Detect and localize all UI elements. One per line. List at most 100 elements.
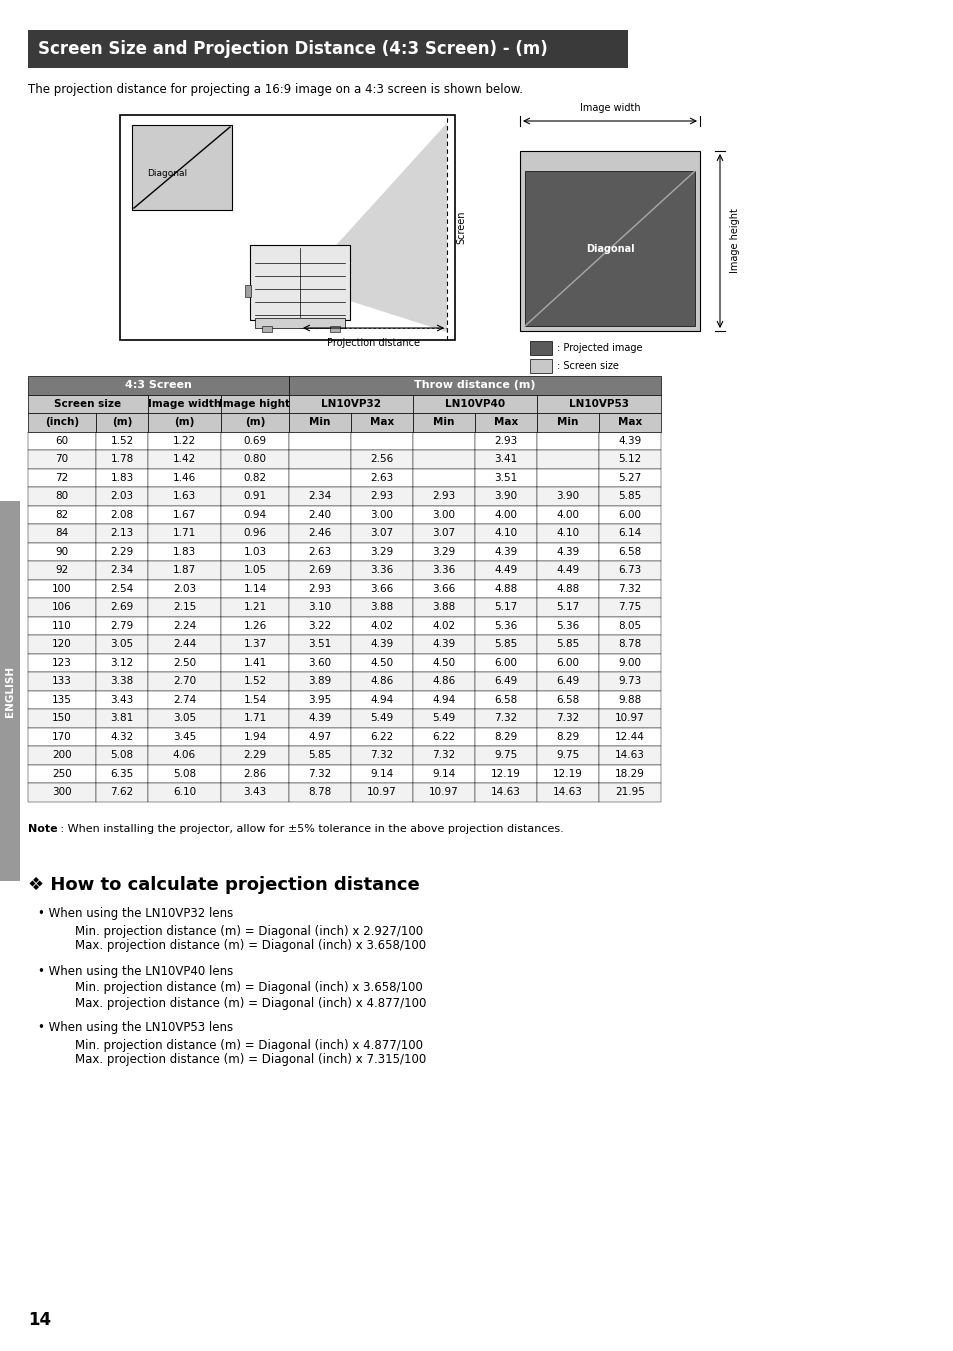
Text: 1.22: 1.22 — [172, 436, 196, 446]
Text: ❖ How to calculate projection distance: ❖ How to calculate projection distance — [28, 875, 419, 893]
Bar — [351, 671, 413, 690]
Bar — [598, 746, 660, 765]
Bar — [537, 413, 598, 431]
Bar — [28, 654, 96, 671]
Bar — [120, 115, 455, 340]
Bar — [598, 784, 660, 801]
Text: 4.39: 4.39 — [556, 547, 579, 557]
Text: 133: 133 — [52, 677, 71, 686]
Text: 120: 120 — [52, 639, 71, 650]
Bar — [537, 394, 660, 413]
Text: 21.95: 21.95 — [615, 788, 644, 797]
Text: 4.02: 4.02 — [370, 620, 394, 631]
Bar — [598, 709, 660, 727]
Text: • When using the LN10VP40 lens: • When using the LN10VP40 lens — [38, 965, 233, 978]
Bar — [289, 376, 660, 394]
Bar — [289, 671, 351, 690]
Text: 1.94: 1.94 — [243, 732, 266, 742]
Text: Image height: Image height — [729, 208, 740, 273]
Text: : When installing the projector, allow for ±5% tolerance in the above projection: : When installing the projector, allow f… — [57, 824, 563, 834]
Text: 14: 14 — [28, 1310, 51, 1329]
Text: 7.62: 7.62 — [111, 788, 133, 797]
Bar — [96, 469, 148, 486]
Text: 14.63: 14.63 — [553, 788, 582, 797]
Text: 8.29: 8.29 — [494, 732, 517, 742]
Text: 6.73: 6.73 — [618, 565, 641, 576]
Text: Max: Max — [370, 417, 394, 427]
Text: 3.88: 3.88 — [432, 603, 456, 612]
Text: 2.74: 2.74 — [172, 694, 196, 705]
Text: 3.66: 3.66 — [432, 584, 456, 593]
Text: 4.02: 4.02 — [432, 620, 456, 631]
Bar — [221, 431, 289, 450]
Text: 1.71: 1.71 — [243, 713, 266, 723]
Bar — [413, 727, 475, 746]
Text: 2.08: 2.08 — [111, 509, 133, 520]
Text: 14.63: 14.63 — [491, 788, 520, 797]
Bar — [351, 654, 413, 671]
Text: 6.49: 6.49 — [494, 677, 517, 686]
Bar — [530, 340, 552, 355]
Text: 1.05: 1.05 — [243, 565, 266, 576]
Text: Screen Size and Projection Distance (4:3 Screen) - (m): Screen Size and Projection Distance (4:3… — [38, 41, 547, 58]
Text: 1.87: 1.87 — [172, 565, 196, 576]
Text: 2.93: 2.93 — [370, 492, 394, 501]
Bar — [148, 690, 221, 709]
Text: 2.69: 2.69 — [111, 603, 133, 612]
Bar — [537, 524, 598, 543]
Bar — [28, 524, 96, 543]
Text: 1.54: 1.54 — [243, 694, 266, 705]
Text: 1.52: 1.52 — [243, 677, 266, 686]
Bar — [221, 561, 289, 580]
Bar — [537, 690, 598, 709]
Bar — [96, 486, 148, 505]
Bar — [221, 784, 289, 801]
Text: 3.29: 3.29 — [370, 547, 394, 557]
Bar — [475, 671, 537, 690]
Text: Diagonal: Diagonal — [585, 243, 634, 254]
Bar — [148, 598, 221, 616]
Bar — [262, 326, 272, 332]
Text: 5.49: 5.49 — [432, 713, 456, 723]
Bar — [148, 543, 221, 561]
Text: 1.78: 1.78 — [111, 454, 133, 465]
Text: 9.73: 9.73 — [618, 677, 641, 686]
Text: 5.85: 5.85 — [556, 639, 579, 650]
Text: 4.00: 4.00 — [494, 509, 517, 520]
Bar — [351, 709, 413, 727]
Bar — [537, 450, 598, 469]
Bar — [598, 671, 660, 690]
Text: Projection distance: Projection distance — [327, 338, 419, 349]
Text: LN10VP40: LN10VP40 — [444, 399, 504, 409]
Text: 3.00: 3.00 — [432, 509, 455, 520]
Text: : Projected image: : Projected image — [557, 343, 641, 353]
Text: 200: 200 — [52, 750, 71, 761]
Bar — [221, 450, 289, 469]
Text: 2.03: 2.03 — [111, 492, 133, 501]
Text: 18.29: 18.29 — [615, 769, 644, 778]
Text: 6.49: 6.49 — [556, 677, 579, 686]
Bar — [475, 654, 537, 671]
Bar — [250, 245, 350, 320]
Text: Image width: Image width — [148, 399, 221, 409]
Text: 90: 90 — [55, 547, 69, 557]
Bar — [221, 727, 289, 746]
Bar — [96, 543, 148, 561]
Text: Max. projection distance (m) = Diagonal (inch) x 7.315/100: Max. projection distance (m) = Diagonal … — [75, 1054, 426, 1066]
Text: The projection distance for projecting a 16:9 image on a 4:3 screen is shown bel: The projection distance for projecting a… — [28, 84, 522, 96]
Bar — [221, 580, 289, 598]
Bar — [537, 709, 598, 727]
Bar — [96, 671, 148, 690]
Text: 12.19: 12.19 — [553, 769, 582, 778]
Text: 80: 80 — [55, 492, 69, 501]
Text: 1.14: 1.14 — [243, 584, 266, 593]
Bar — [96, 505, 148, 524]
Text: Screen size: Screen size — [54, 399, 121, 409]
Text: 4.10: 4.10 — [556, 528, 579, 538]
Bar — [148, 784, 221, 801]
Bar — [413, 469, 475, 486]
Text: 6.58: 6.58 — [556, 694, 579, 705]
Bar — [148, 450, 221, 469]
Bar — [475, 524, 537, 543]
Bar — [537, 543, 598, 561]
